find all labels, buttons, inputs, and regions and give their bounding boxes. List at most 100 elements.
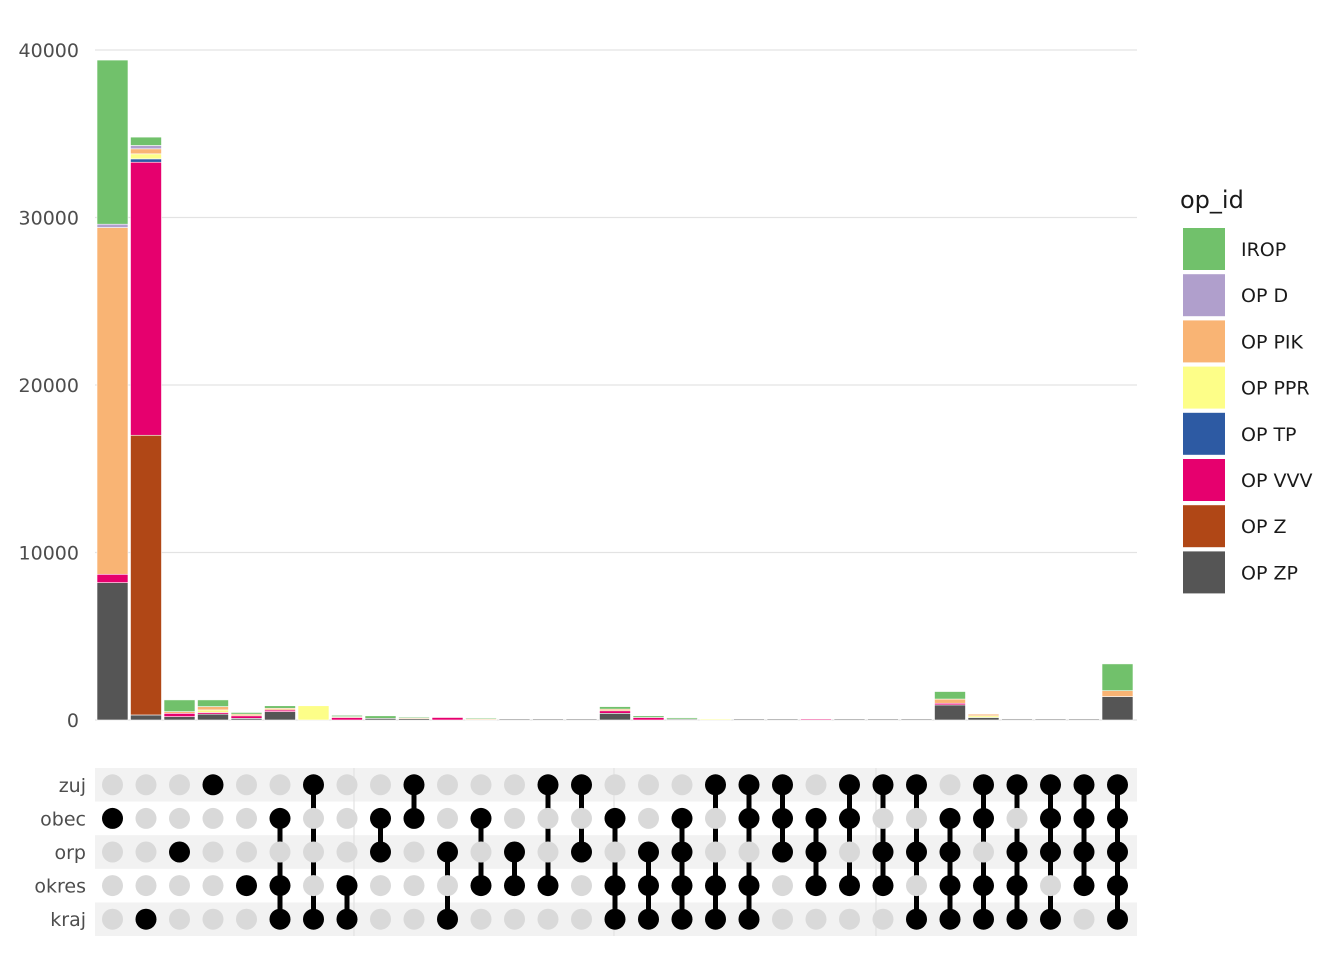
intersection-dot-active	[303, 908, 324, 930]
bar-segment	[766, 718, 799, 721]
intersection-dot-inactive	[437, 807, 458, 829]
intersection-dot-inactive	[202, 908, 224, 930]
intersection-dot-inactive	[303, 807, 324, 829]
intersection-dot-inactive	[169, 774, 190, 796]
intersection-dot-active	[1073, 807, 1095, 829]
intersection-dot-active	[906, 841, 927, 863]
intersection-dot-active	[102, 807, 123, 829]
bar-segment	[130, 714, 162, 721]
intersection-dot-inactive	[135, 841, 157, 863]
intersection-dot-active	[738, 908, 760, 930]
intersection-dot-inactive	[236, 908, 257, 930]
intersection-dot-inactive	[336, 807, 358, 829]
intersection-dot-active	[1040, 841, 1061, 863]
intersection-dot-active	[269, 875, 291, 897]
bar-segment	[431, 717, 464, 721]
intersection-dot-inactive	[939, 774, 961, 796]
y-tick-label: 10000	[19, 543, 79, 565]
bar-segment	[1101, 696, 1134, 721]
intersection-dot-inactive	[370, 875, 391, 897]
intersection-dot-active	[939, 875, 961, 897]
intersection-dot-active	[638, 875, 659, 897]
intersection-dot-inactive	[470, 774, 492, 796]
intersection-dot-active	[671, 875, 693, 897]
intersection-dot-inactive	[169, 875, 190, 897]
intersection-dot-active	[1107, 908, 1128, 930]
intersection-dot-active	[973, 774, 994, 796]
intersection-dot-inactive	[571, 908, 592, 930]
intersection-dot-active	[370, 807, 391, 829]
bar-segment	[130, 148, 162, 155]
bar-segment	[1101, 663, 1134, 691]
bar-segment	[264, 705, 296, 709]
bar-segment	[264, 711, 296, 721]
bar-segment	[96, 223, 129, 228]
intersection-dot-inactive	[1073, 908, 1095, 930]
intersection-dot-inactive	[169, 908, 190, 930]
bar-segment	[498, 718, 531, 721]
bar-segment	[230, 712, 263, 715]
intersection-dot-active	[738, 774, 760, 796]
bar-segment	[197, 709, 229, 713]
intersection-dot-active	[906, 774, 927, 796]
intersection-dot-active	[571, 841, 592, 863]
intersection-dot-inactive	[470, 908, 492, 930]
bar-segment	[297, 705, 330, 721]
intersection-dot-active	[671, 908, 693, 930]
intersection-dot-inactive	[403, 875, 425, 897]
intersection-matrix: zuj obec orp okres kraj	[34, 768, 1137, 936]
bar-segment	[364, 715, 397, 719]
bar-segment	[163, 716, 196, 721]
bar-segment	[1101, 690, 1134, 697]
legend-label: OP PPR	[1241, 378, 1310, 400]
y-axis: 0 10000 20000 30000 40000	[19, 40, 79, 732]
intersection-dot-active	[1073, 774, 1095, 796]
legend-label: OP VVV	[1241, 470, 1312, 492]
legend: op_id IROP OP D OP PIK OP PPR OP TP OP VVV OP Z…	[1180, 186, 1312, 594]
intersection-dot-active	[537, 774, 559, 796]
intersection-dot-active	[604, 875, 626, 897]
intersection-dot-inactive	[805, 908, 827, 930]
intersection-dot-inactive	[403, 908, 425, 930]
intersection-dot-active	[504, 841, 525, 863]
intersection-dot-active	[403, 807, 425, 829]
intersection-dot-active	[805, 875, 827, 897]
intersection-dot-active	[403, 774, 425, 796]
intersection-dot-inactive	[772, 908, 793, 930]
intersection-dot-active	[1107, 875, 1128, 897]
bar-segment	[1001, 718, 1033, 721]
intersection-dot-inactive	[839, 908, 860, 930]
set-label: obec	[40, 808, 86, 830]
intersection-dot-active	[772, 774, 793, 796]
intersection-dot-active	[939, 908, 961, 930]
intersection-dot-active	[437, 908, 458, 930]
intersection-dot-inactive	[303, 875, 324, 897]
bar-segment	[163, 712, 196, 717]
legend-label: OP D	[1241, 285, 1288, 307]
intersection-dot-inactive	[336, 774, 358, 796]
intersection-dot-inactive	[504, 774, 525, 796]
intersection-dot-active	[470, 807, 492, 829]
intersection-dot-active	[169, 841, 190, 863]
intersection-dot-active	[202, 774, 224, 796]
bar-segment	[867, 718, 899, 721]
intersection-dot-active	[1040, 908, 1061, 930]
bar-segment	[934, 704, 966, 721]
intersection-dot-active	[839, 807, 860, 829]
bar-segment	[565, 718, 598, 721]
bar-segment	[833, 718, 866, 721]
legend-swatch	[1183, 366, 1225, 409]
intersection-dot-inactive	[236, 807, 257, 829]
intersection-dot-active	[571, 774, 592, 796]
intersection-dot-active	[939, 841, 961, 863]
bar-segment	[197, 713, 229, 721]
intersection-dot-active	[1006, 774, 1028, 796]
bar-segment	[130, 161, 162, 436]
intersection-dot-inactive	[470, 841, 492, 863]
intersection-dot-inactive	[705, 841, 726, 863]
intersection-dot-inactive	[202, 807, 224, 829]
intersection-dot-active	[973, 807, 994, 829]
bar-segment	[96, 59, 129, 225]
intersection-dot-active	[738, 875, 760, 897]
